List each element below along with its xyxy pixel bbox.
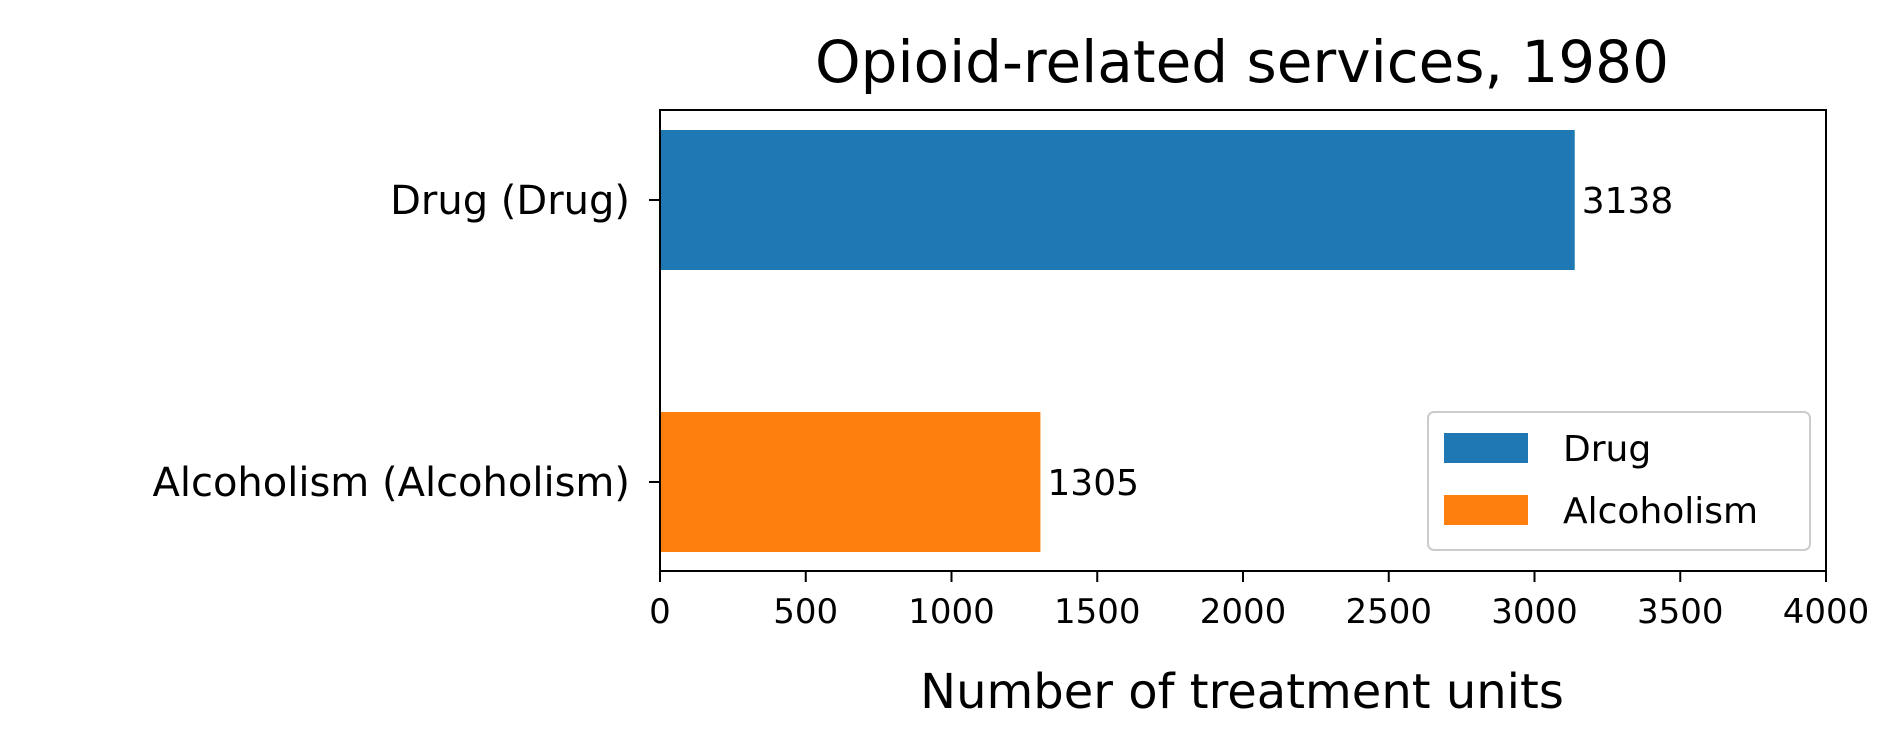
legend-swatch-1 [1444, 495, 1528, 525]
data-label-1: 1305 [1047, 463, 1139, 504]
bar-0 [660, 130, 1575, 270]
x-tick-label-3: 1500 [1054, 592, 1141, 632]
data-label-0: 3138 [1582, 181, 1674, 222]
legend-swatch-0 [1444, 433, 1528, 463]
y-tick-label-0: Drug (Drug) [390, 178, 630, 224]
y-tick-label-1: Alcoholism (Alcoholism) [152, 460, 630, 506]
x-tick-label-4: 2000 [1200, 592, 1287, 632]
plot-frame [659, 109, 1827, 572]
x-tick-label-7: 3500 [1637, 592, 1724, 632]
x-tick-label-8: 4000 [1783, 592, 1870, 632]
legend-label-0: Drug [1563, 429, 1651, 470]
x-axis-label: Number of treatment units [920, 664, 1564, 720]
plot-area: Drug (Drug) 3138 Alcoholism (Alcoholism) 13… [152, 109, 1870, 632]
bar-1 [660, 412, 1041, 552]
x-tick-label-6: 3000 [1491, 592, 1578, 632]
x-tick-label-5: 2500 [1345, 592, 1432, 632]
x-tick-label-2: 1000 [908, 592, 995, 632]
legend-label-1: Alcoholism [1563, 491, 1758, 532]
x-tick-label-0: 0 [649, 592, 671, 632]
chart-title: Opioid-related services, 1980 [815, 28, 1669, 96]
x-tick-label-1: 500 [773, 592, 838, 632]
